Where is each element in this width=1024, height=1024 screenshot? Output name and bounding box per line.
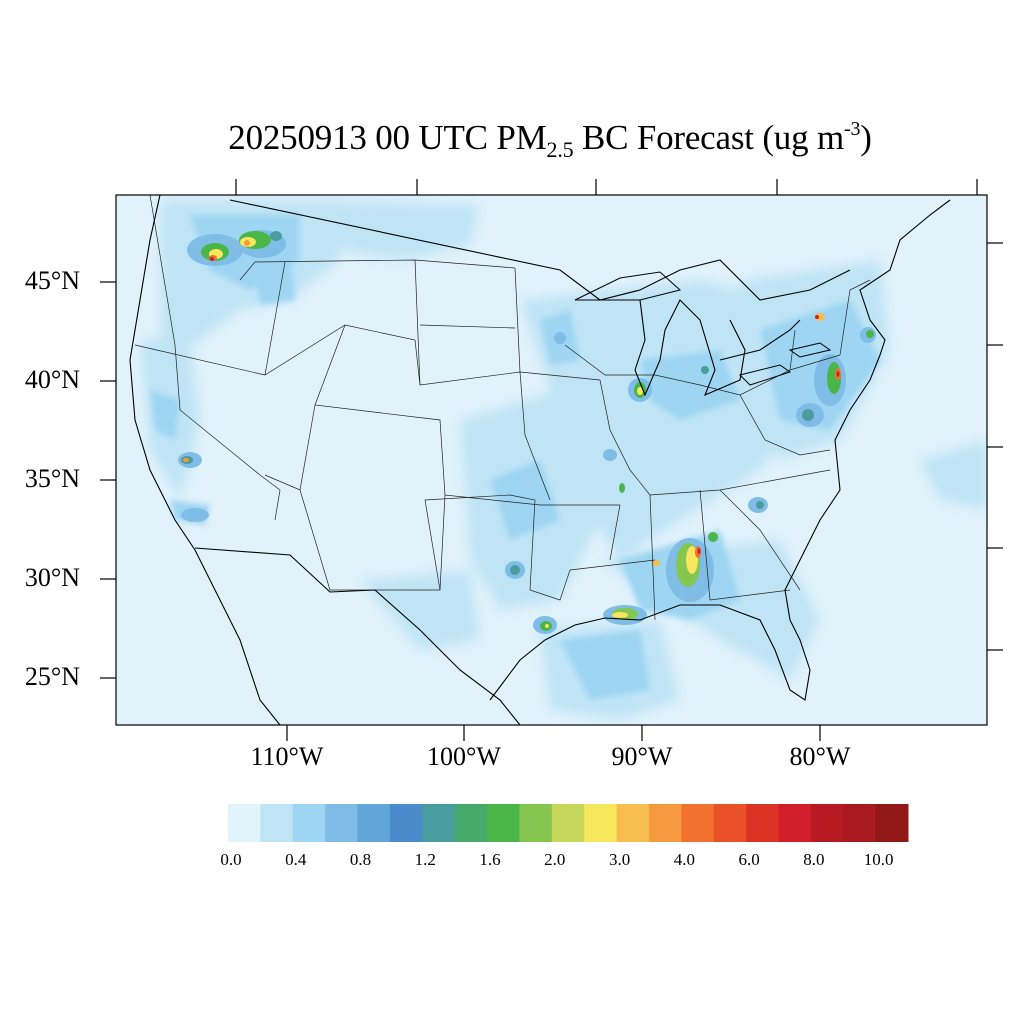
colorbar-swatch [487,804,520,842]
lon-label-100: 100°W [427,742,501,771]
colorbar-swatch [551,804,585,842]
title-middle: BC Forecast (ug m [573,118,844,157]
state-borders [134,195,871,621]
colorbar-swatch [810,804,844,842]
colorbar-swatch [454,804,488,842]
colorbar-swatch [260,804,294,842]
map-frame [115,194,988,726]
coastlines [129,195,951,725]
colorbar-tick-label: 6.0 [738,850,760,869]
hotspots [183,237,841,628]
colorbar-tick-label: 0.0 [220,850,242,869]
title-subscript: 2.5 [546,137,574,162]
great-lakes [574,271,832,386]
lon-label-90: 90°W [611,742,673,771]
lat-ticks [100,242,1003,679]
colorbar-swatch [681,804,715,842]
colorbar-swatch [389,804,423,842]
page-title: 20250913 00 UTC PM2.5 BC Forecast (ug m-… [0,118,1024,163]
colorbar-swatch [228,804,261,842]
lat-label-30: 30°N [24,563,80,592]
lat-label-25: 25°N [24,662,80,691]
colorbar-tick-label: 1.2 [414,850,436,869]
colorbar-swatch [325,804,359,842]
colorbar-swatch [778,804,812,842]
colorbar-swatch [519,804,553,842]
colorbar-swatch [584,804,618,842]
lon-ticks [235,179,978,741]
colorbar-tick-label: 0.4 [285,850,307,869]
colorbar-swatch [292,804,326,842]
colorbar-tick-label: 10.0 [863,850,894,869]
colorbar-swatch [843,804,877,842]
colorbar-swatch [422,804,456,842]
colorbar-swatch [616,804,650,842]
colorbar-tick-label: 8.0 [803,850,825,869]
colorbar-tick-label: 1.6 [479,850,501,869]
colorbar-swatch [357,804,391,842]
colorbar-tick-label: 4.0 [673,850,695,869]
lat-label-35: 35°N [24,464,80,493]
colorbar-swatch [746,804,779,842]
colorbar-swatch [648,804,682,842]
colorbar [228,804,909,842]
lon-label-110: 110°W [250,742,324,771]
colorbar-tick-label: 2.0 [544,850,566,869]
lon-label-80: 80°W [789,742,851,771]
title-suffix: ) [860,118,872,157]
colorbar-swatch [713,804,747,842]
lat-label-45: 45°N [24,266,80,295]
map-field [116,195,987,725]
title-prefix: 20250913 00 UTC PM [228,118,547,157]
colorbar-tick-label: 0.8 [349,850,372,869]
title-superscript: -3 [843,118,861,140]
lat-label-40: 40°N [24,365,80,394]
colorbar-tick-label: 3.0 [608,850,631,869]
colorbar-swatch [875,804,909,842]
